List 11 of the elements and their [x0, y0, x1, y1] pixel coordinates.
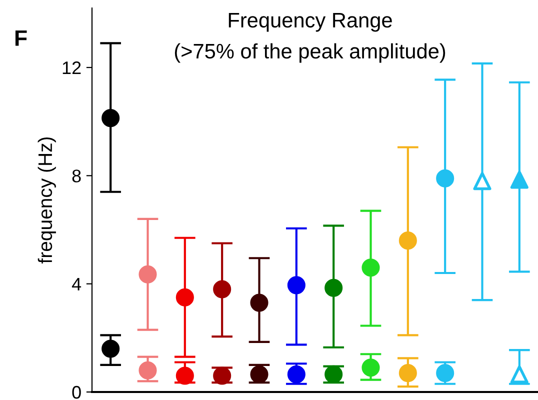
y-tick-label: 8 [72, 170, 81, 182]
chart-title: Frequency Range [228, 13, 392, 32]
y-tick-label: 4 [72, 278, 82, 290]
text: F [15, 30, 27, 46]
point [473, 172, 492, 190]
point [510, 170, 528, 189]
y-axis-title: frequency (Hz) [38, 137, 56, 264]
y-tick-label: 0 [72, 386, 81, 399]
y-tick-label: 12 [62, 61, 81, 74]
point [510, 365, 528, 384]
text: (>75% of the peak amplitude) [174, 43, 446, 63]
